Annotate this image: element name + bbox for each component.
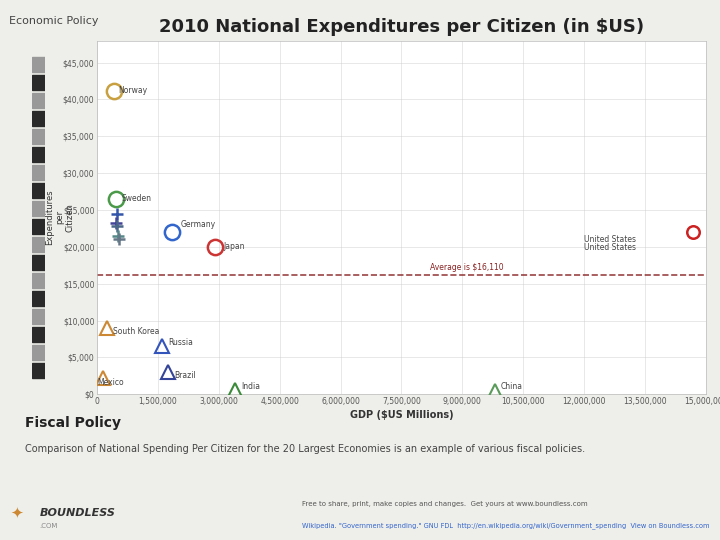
- Text: China: China: [501, 382, 523, 392]
- Text: Economic Policy: Economic Policy: [9, 16, 98, 26]
- Text: Mexico: Mexico: [98, 378, 125, 387]
- Bar: [32, 129, 45, 144]
- Bar: [32, 75, 45, 90]
- Text: BOUNDLESS: BOUNDLESS: [40, 508, 115, 518]
- Text: .COM: .COM: [40, 523, 58, 529]
- Text: Russia: Russia: [168, 338, 193, 347]
- Text: Average is $16,110: Average is $16,110: [430, 263, 503, 272]
- Text: ✦: ✦: [11, 506, 24, 521]
- Text: Fiscal Policy: Fiscal Policy: [25, 416, 121, 430]
- Text: Free to share, print, make copies and changes.  Get yours at www.boundless.com: Free to share, print, make copies and ch…: [302, 501, 588, 507]
- Text: India: India: [241, 382, 260, 392]
- Bar: [32, 165, 45, 180]
- Text: Wikipedia. "Government spending." GNU FDL  http://en.wikipedia.org/wiki/Governme: Wikipedia. "Government spending." GNU FD…: [302, 522, 710, 529]
- Text: Japan: Japan: [223, 242, 244, 251]
- Text: Sweden: Sweden: [122, 194, 151, 204]
- Text: Norway: Norway: [118, 86, 148, 95]
- Bar: [32, 57, 45, 72]
- Bar: [32, 363, 45, 378]
- Bar: [32, 273, 45, 288]
- Bar: [32, 201, 45, 216]
- Bar: [32, 345, 45, 360]
- Y-axis label: Expenditures
per
Citizen: Expenditures per Citizen: [45, 190, 75, 245]
- Title: 2010 National Expenditures per Citizen (in $US): 2010 National Expenditures per Citizen (…: [159, 18, 644, 36]
- Text: United States: United States: [584, 235, 636, 244]
- Text: South Korea: South Korea: [114, 327, 160, 336]
- Bar: [32, 111, 45, 126]
- Text: Brazil: Brazil: [174, 372, 196, 380]
- Bar: [32, 291, 45, 306]
- Bar: [32, 219, 45, 234]
- X-axis label: GDP ($US Millions): GDP ($US Millions): [350, 410, 453, 420]
- Bar: [32, 147, 45, 162]
- Text: Comparison of National Spending Per Citizen for the 20 Largest Economies is an e: Comparison of National Spending Per Citi…: [25, 444, 585, 454]
- Text: United States: United States: [584, 243, 636, 252]
- Bar: [32, 327, 45, 342]
- Bar: [32, 237, 45, 252]
- Bar: [32, 255, 45, 270]
- Bar: [32, 92, 45, 108]
- Bar: [32, 183, 45, 198]
- Text: Germany: Germany: [180, 220, 215, 229]
- Bar: [32, 309, 45, 324]
